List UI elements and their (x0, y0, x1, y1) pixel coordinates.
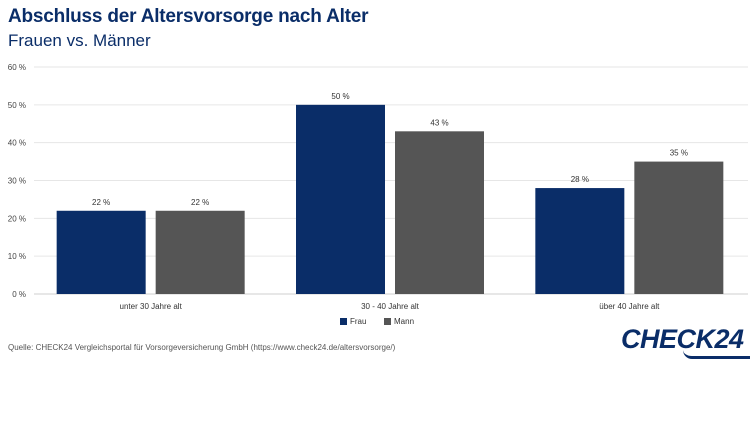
data-label: 35 % (670, 149, 688, 158)
y-tick-label: 10 % (8, 252, 26, 261)
chart-subtitle: Frauen vs. Männer (8, 31, 151, 50)
legend-label: Mann (394, 317, 414, 326)
x-tick-label: 30 - 40 Jahre alt (361, 302, 420, 311)
x-tick-label: unter 30 Jahre alt (120, 302, 183, 311)
data-label: 22 % (92, 198, 110, 207)
bar (155, 210, 245, 294)
legend-swatch (384, 318, 391, 325)
data-label: 28 % (571, 175, 589, 184)
x-tick-label: über 40 Jahre alt (599, 302, 660, 311)
data-label: 22 % (191, 198, 209, 207)
chart-title: Abschluss der Altersvorsorge nach Alter (8, 6, 369, 27)
legend-swatch (340, 318, 347, 325)
data-label: 43 % (430, 118, 448, 127)
y-tick-label: 40 % (8, 139, 26, 148)
y-tick-label: 0 % (12, 290, 26, 299)
check24-logo: CHECK24 (621, 324, 750, 359)
bar (535, 188, 625, 294)
legend-label: Frau (350, 317, 366, 326)
y-tick-label: 20 % (8, 214, 26, 223)
logo-text: CHECK24 (621, 324, 744, 354)
logo-swoosh (683, 350, 750, 359)
y-tick-label: 30 % (8, 177, 26, 186)
data-label: 50 % (331, 92, 349, 101)
bar (634, 161, 724, 294)
bar (56, 210, 146, 294)
y-tick-label: 50 % (8, 101, 26, 110)
bar (395, 131, 484, 294)
bar (296, 104, 385, 294)
y-tick-label: 60 % (8, 63, 26, 72)
source-note: Quelle: CHECK24 Vergleichsportal für Vor… (8, 343, 396, 352)
